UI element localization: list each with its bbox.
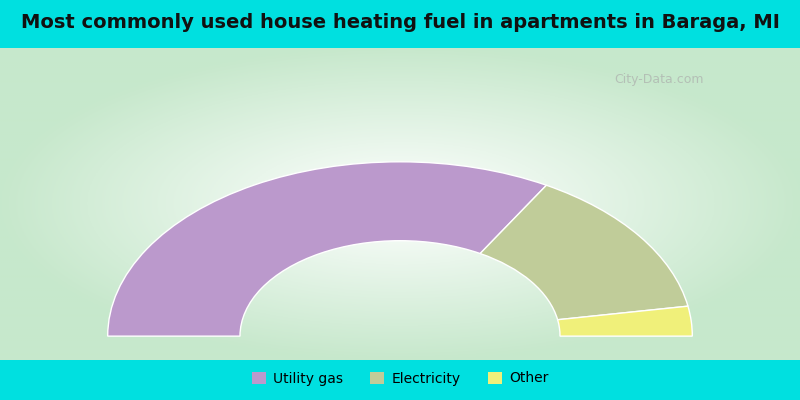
Wedge shape	[558, 306, 692, 336]
Text: City-Data.com: City-Data.com	[614, 73, 704, 86]
Text: Most commonly used house heating fuel in apartments in Baraga, MI: Most commonly used house heating fuel in…	[21, 12, 779, 32]
Wedge shape	[480, 185, 688, 320]
Legend: Utility gas, Electricity, Other: Utility gas, Electricity, Other	[246, 366, 554, 391]
Wedge shape	[108, 162, 546, 336]
